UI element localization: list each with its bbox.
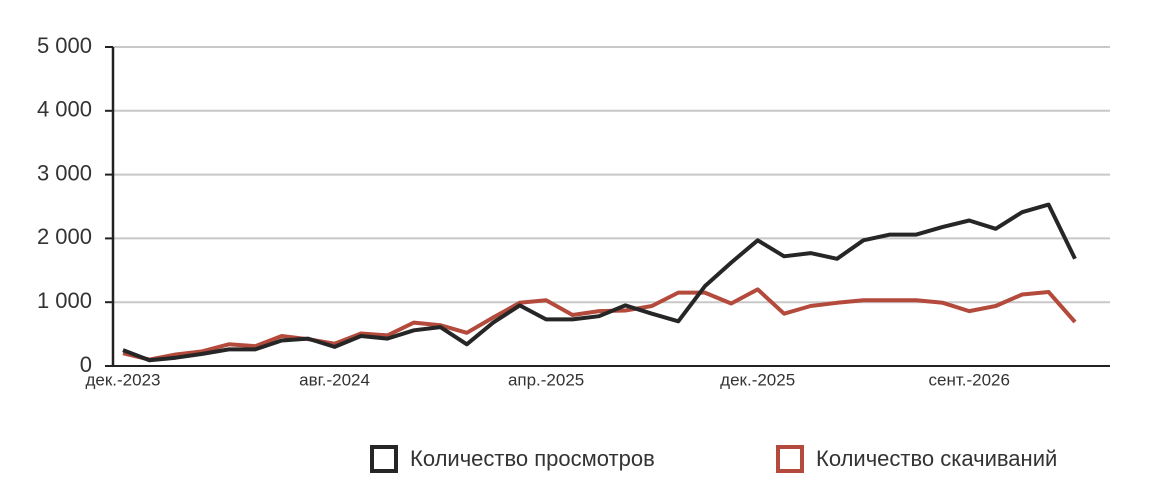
legend-label: Количество скачиваний bbox=[816, 446, 1057, 471]
y-tick-label: 2 000 bbox=[37, 224, 92, 249]
legend-label: Количество просмотров bbox=[410, 446, 655, 471]
x-tick-label: дек.-2023 bbox=[85, 370, 160, 389]
y-tick-label: 3 000 bbox=[37, 160, 92, 185]
legend-marker bbox=[776, 445, 804, 473]
x-tick-label: дек.-2025 bbox=[720, 370, 795, 389]
series-line bbox=[122, 202, 1077, 363]
series-line bbox=[122, 287, 1077, 362]
x-tick-label: сент.-2026 bbox=[928, 370, 1009, 389]
y-tick-label: 0 bbox=[80, 352, 92, 377]
y-tick-label: 5 000 bbox=[37, 33, 92, 58]
y-tick-label: 1 000 bbox=[37, 288, 92, 313]
x-tick-label: апр.-2025 bbox=[508, 370, 584, 389]
y-tick-label: 4 000 bbox=[37, 97, 92, 122]
legend-marker bbox=[370, 445, 398, 473]
x-tick-label: авг.-2024 bbox=[299, 370, 370, 389]
